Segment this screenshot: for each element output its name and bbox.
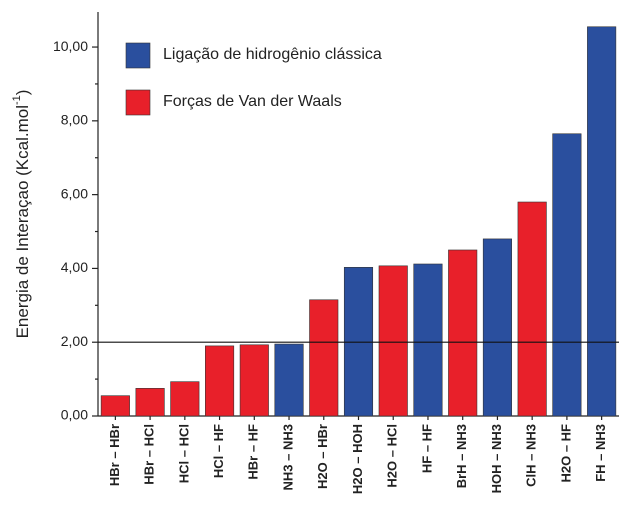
bar: [413, 263, 443, 417]
y-axis-label: Energia de Interaçao (Kcal.mol-1): [11, 90, 33, 339]
bar: [378, 265, 408, 417]
bar: [205, 345, 235, 417]
x-tick-label: HOH – NH3: [489, 424, 504, 493]
y-label-end: ): [13, 90, 32, 96]
y-tick-label: 10,00: [53, 38, 88, 54]
legend-label: Forças de Van der Waals: [163, 93, 342, 110]
bar: [552, 133, 582, 417]
y-tick-label: 6,00: [61, 185, 88, 201]
x-tick-label: H2O – HCl: [385, 424, 400, 488]
bar: [239, 344, 269, 417]
legend-swatch: [125, 89, 151, 116]
bar: [309, 299, 339, 417]
legend-swatch: [125, 42, 151, 69]
bar: [448, 249, 478, 417]
bar: [100, 395, 130, 417]
bar: [170, 381, 200, 417]
x-tick-label: HBr – HBr: [107, 424, 122, 486]
bar: [135, 388, 165, 417]
x-tick-label: H2O – HOH: [350, 424, 365, 494]
x-tick-label: HBr – HF: [246, 424, 261, 480]
legend-label: Ligação de hidrogênio clássica: [163, 46, 382, 63]
y-label-sup: -1: [11, 95, 23, 105]
x-tick-label: H2O – HF: [558, 424, 573, 483]
y-tick-label: 0,00: [61, 407, 88, 423]
bar: [517, 201, 547, 417]
bar: [482, 238, 512, 417]
y-tick-label: 8,00: [61, 112, 88, 128]
bar: [587, 26, 617, 417]
x-tick-label: ClH – NH3: [524, 424, 539, 487]
y-tick-label: 4,00: [61, 259, 88, 275]
x-tick-label: HBr – HCl: [142, 424, 157, 485]
x-tick-label: NH3 – NH3: [280, 424, 295, 490]
x-tick-label: BrH – NH3: [454, 424, 469, 488]
x-tick-label: FH – NH3: [593, 424, 608, 482]
y-tick-label: 2,00: [61, 333, 88, 349]
x-tick-label: HCl – HF: [211, 424, 226, 478]
x-tick-label: H2O – HBr: [315, 424, 330, 489]
x-tick-label: HCl – HCl: [176, 424, 191, 483]
x-tick-label: HF – HF: [419, 424, 434, 473]
y-label-text: Energia de Interaçao (Kcal.mol: [13, 105, 32, 338]
bar: [274, 343, 304, 417]
